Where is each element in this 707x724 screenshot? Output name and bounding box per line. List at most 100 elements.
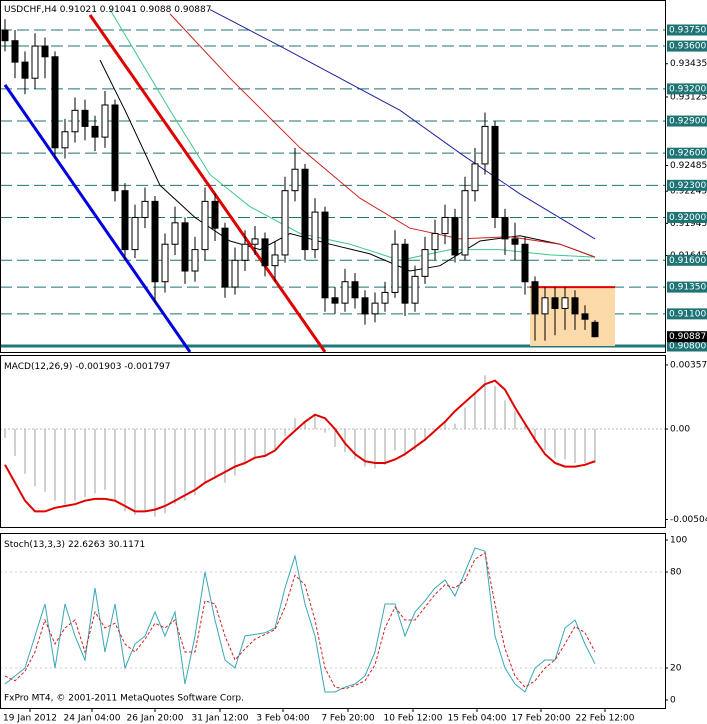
stoch-signal-last: 30.1171 xyxy=(108,540,145,550)
x-tick-label: 26 Jan 20:00 xyxy=(127,714,184,724)
candle-body xyxy=(391,243,399,293)
moving-average xyxy=(209,9,596,240)
candle-body xyxy=(561,297,569,310)
candle-body xyxy=(531,281,539,315)
candle-body xyxy=(241,243,249,261)
y-tick-label: 0.00 xyxy=(670,424,690,434)
x-tick-label: 15 Feb 04:00 xyxy=(447,714,506,724)
candle-body xyxy=(581,313,589,320)
last-close: 0.90887 xyxy=(174,5,211,15)
candle-body xyxy=(101,104,109,138)
x-tick-label: 17 Feb 20:00 xyxy=(511,714,570,724)
x-tick-label: 22 Feb 12:00 xyxy=(575,714,634,724)
candle-body xyxy=(141,200,149,218)
y-tick-label: 0.93435 xyxy=(670,59,707,69)
candle-body xyxy=(421,249,429,277)
level-label-box xyxy=(667,254,707,266)
x-tick-label: 31 Jan 12:00 xyxy=(192,714,249,724)
candle-body xyxy=(411,275,419,304)
y-tick-label: 0.91945 xyxy=(670,219,707,229)
last-high: 0.91041 xyxy=(100,5,137,15)
price-pane xyxy=(0,0,666,353)
trend-line xyxy=(88,14,327,352)
candle-body xyxy=(471,163,479,192)
candle-body xyxy=(81,109,89,127)
candle-body xyxy=(371,302,379,315)
pane-bar xyxy=(0,375,665,517)
level-label: 0.92000 xyxy=(669,213,706,223)
candle-body xyxy=(301,168,309,251)
x-tick-label: 7 Feb 20:00 xyxy=(321,714,375,724)
candle-body xyxy=(111,104,119,192)
candle-body xyxy=(151,200,159,283)
level-label-box xyxy=(667,83,707,95)
candle-body xyxy=(91,125,99,138)
level-label: 0.92900 xyxy=(669,117,706,127)
stoch-main-last: 22.6263 xyxy=(68,540,105,550)
moving-average xyxy=(169,13,596,258)
watermark: FxPro MT4, © 2001-2011 MetaQuotes Softwa… xyxy=(4,694,244,704)
pane-line xyxy=(0,547,665,693)
candle-body xyxy=(21,61,29,79)
candle-body xyxy=(441,216,449,235)
candle-body xyxy=(541,297,549,315)
price-header: USDCHF,H4 0.91021 0.91041 0.9088 0.90887 xyxy=(4,5,211,15)
level-label: 0.90800 xyxy=(669,342,706,352)
y-tick-label: 0.92485 xyxy=(670,161,707,171)
macd-last: -0.001903 xyxy=(75,362,121,372)
candle-body xyxy=(221,227,229,288)
y-tick-label: 0.003574 xyxy=(670,360,707,370)
pane-candlestick xyxy=(0,9,665,352)
candle-body xyxy=(321,211,329,299)
candle-body xyxy=(401,243,409,304)
y-tick-label: 20 xyxy=(670,664,682,674)
x-tick-label: 3 Feb 04:00 xyxy=(256,714,310,724)
level-label: 0.91350 xyxy=(669,283,706,293)
level-label-box xyxy=(667,211,707,223)
candle-body xyxy=(271,254,279,267)
candle-body xyxy=(121,190,129,251)
y-tick-label: 0.92245 xyxy=(670,187,707,197)
candle-body xyxy=(461,190,469,256)
x-tick-label: 10 Feb 12:00 xyxy=(383,714,442,724)
candle-body xyxy=(251,238,259,245)
candle-body xyxy=(431,233,439,251)
x-tick-label: 19 Jan 2012 xyxy=(3,714,57,724)
level-label-box xyxy=(667,147,707,159)
candle-body xyxy=(451,216,459,256)
level-label-box xyxy=(667,340,707,352)
signal-last: -0.001797 xyxy=(124,362,170,372)
candle-body xyxy=(71,109,79,133)
candle-body xyxy=(551,297,559,310)
level-label-box xyxy=(667,308,707,320)
candle-body xyxy=(571,297,579,315)
stoch-line xyxy=(4,551,596,690)
candle-body xyxy=(181,222,189,272)
candle-body xyxy=(591,321,599,338)
signal-line xyxy=(4,379,596,513)
candle-body xyxy=(361,297,369,315)
zone-box xyxy=(530,287,615,347)
candle-body xyxy=(231,259,239,288)
level-label-box xyxy=(667,115,707,127)
level-label: 0.93600 xyxy=(669,42,706,52)
stoch-line xyxy=(4,547,596,693)
plot-layer: 0.93435 0.93125 0.92485 0.92245 0.91945 0.916… xyxy=(0,9,707,724)
candle-body xyxy=(481,125,489,165)
level-label: 0.91100 xyxy=(669,309,706,319)
symbol: USDCHF,H4 xyxy=(4,5,57,15)
y-tick-label: 100 xyxy=(670,536,687,546)
candle-body xyxy=(351,281,359,299)
level-label: 0.93750 xyxy=(669,25,706,35)
stoch-name: Stoch(13,3,3) xyxy=(4,540,65,550)
stoch-header: Stoch(13,3,3) 22.6263 30.1171 xyxy=(4,540,145,550)
level-label: 0.93200 xyxy=(669,84,706,94)
candle-body xyxy=(261,238,269,267)
candle-body xyxy=(11,40,19,63)
candle-body xyxy=(41,45,49,58)
current-price-label: 0.90887 xyxy=(669,332,706,342)
candle-body xyxy=(171,222,179,245)
y-tick-label: 80 xyxy=(670,568,682,578)
candle-body xyxy=(131,216,139,251)
candle-body xyxy=(491,125,499,218)
